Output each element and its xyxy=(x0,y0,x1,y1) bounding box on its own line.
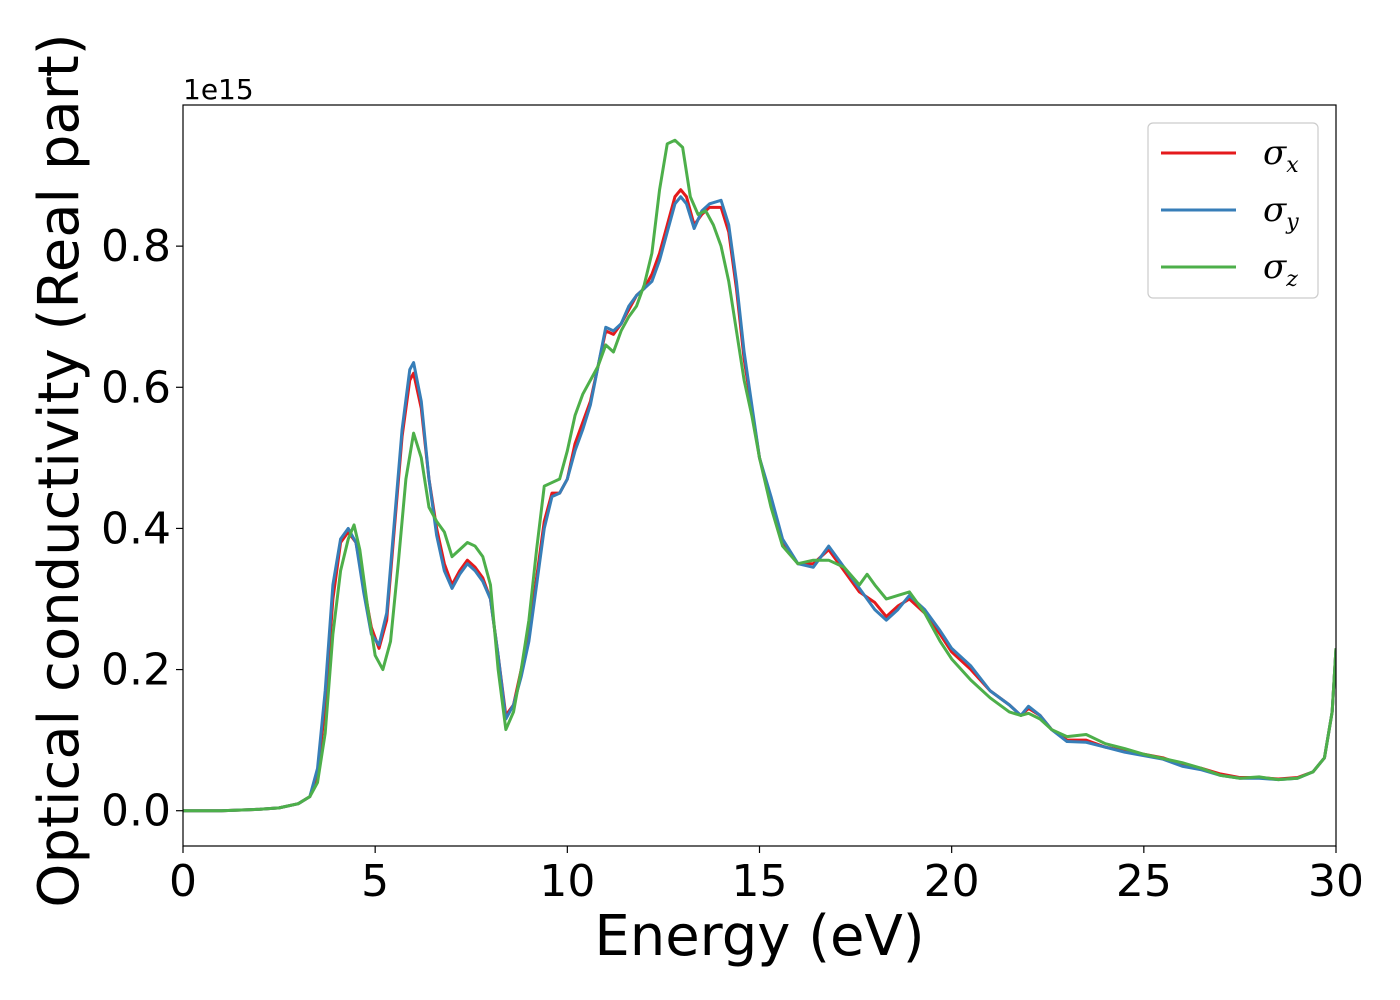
y-tick-label: 0.6 xyxy=(101,362,171,413)
x-tick-label: 25 xyxy=(1116,856,1172,907)
x-axis-ticks: 0 5 10 15 20 25 30 xyxy=(169,846,1364,907)
y-tick-label: 0.2 xyxy=(101,645,171,696)
x-tick-label: 30 xyxy=(1308,856,1364,907)
legend-label: σx xyxy=(1263,133,1299,178)
legend-item-y: σy xyxy=(1161,190,1299,235)
x-tick-label: 10 xyxy=(539,856,595,907)
x-tick-label: 20 xyxy=(924,856,980,907)
legend-subscript: x xyxy=(1286,153,1299,178)
legend-subscript: y xyxy=(1285,210,1299,235)
x-axis-title: Energy (eV) xyxy=(594,904,924,969)
x-tick-label: 0 xyxy=(169,856,197,907)
x-tick-label: 5 xyxy=(361,856,389,907)
series-line-z xyxy=(183,138,1336,813)
legend-symbol: σ xyxy=(1263,190,1287,230)
y-tick-label: 0.0 xyxy=(101,786,171,837)
legend-label: σy xyxy=(1263,190,1299,235)
legend-subscript: z xyxy=(1285,267,1298,292)
legend-label: σz xyxy=(1263,247,1298,292)
y-axis-ticks: 0.0 0.2 0.4 0.6 0.8 xyxy=(101,221,183,837)
y-tick-label: 0.4 xyxy=(101,503,171,554)
legend-symbol: σ xyxy=(1263,133,1287,173)
y-tick-label: 0.8 xyxy=(101,221,171,272)
y-axis-offset-label: 1e15 xyxy=(183,73,254,106)
legend-item-z: σz xyxy=(1161,247,1298,292)
legend-item-x: σx xyxy=(1161,133,1299,178)
y-axis-title: Optical conductivity (Real part) xyxy=(27,33,92,907)
series-lines xyxy=(183,138,1336,813)
x-tick-label: 15 xyxy=(732,856,788,907)
legend-symbol: σ xyxy=(1263,247,1287,287)
